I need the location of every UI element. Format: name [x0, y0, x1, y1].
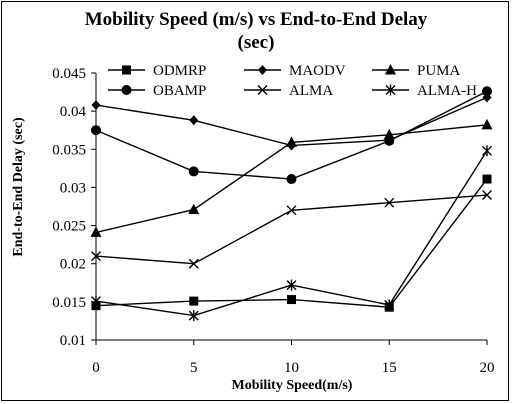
- x-axis-label: Mobility Speed(m/s): [232, 378, 353, 393]
- x-tick-label: 15: [382, 360, 397, 376]
- y-tick-label: 0.03: [60, 180, 86, 196]
- chart-title-line2: (sec): [237, 32, 275, 53]
- legend-item-odmrp: ODMRP: [108, 63, 206, 79]
- y-tick-label: 0.015: [52, 295, 86, 311]
- marker-stroke: [384, 197, 395, 208]
- data-point-alma-h: [482, 145, 492, 157]
- data-point-obamp: [482, 86, 492, 97]
- series-line-obamp: [95, 90, 488, 180]
- marker-stroke: [286, 205, 297, 216]
- chart-title: Mobility Speed (m/s) vs End-to-End Delay…: [0, 8, 512, 54]
- legend-item-alma-h: ALMA-H: [372, 83, 477, 99]
- y-tick-label: 0.04: [60, 104, 87, 120]
- data-point-obamp: [384, 135, 395, 146]
- data-point-puma: [383, 128, 395, 140]
- legend: ODMRP MAODV PUMA OBAMP ALMA ALMA-H: [108, 63, 477, 99]
- x-tick-label: 5: [190, 360, 198, 376]
- marker-stroke: [91, 251, 101, 262]
- legend-marker: [385, 64, 396, 75]
- x-tick-label: 20: [480, 360, 495, 376]
- marker-stroke: [482, 190, 492, 201]
- data-point-alma: [482, 190, 492, 201]
- data-point-alma-h: [188, 310, 199, 322]
- data-point-obamp: [188, 166, 199, 177]
- marker-stroke: [188, 258, 199, 269]
- legend-label: OBAMP: [153, 83, 206, 99]
- x-tick-label: 10: [284, 360, 299, 376]
- legend-item-obamp: OBAMP: [108, 83, 206, 99]
- legend-item-alma: ALMA: [244, 83, 333, 99]
- data-point-alma-h: [91, 295, 101, 307]
- data-point-odmrp: [482, 174, 492, 184]
- legend-marker: [257, 85, 268, 95]
- series-markers: [90, 86, 493, 322]
- series-line-alma: [95, 194, 488, 265]
- marker-stroke: [257, 85, 268, 95]
- legend-item-puma: PUMA: [372, 63, 461, 79]
- data-point-maodv: [91, 100, 101, 111]
- legend-label: ODMRP: [153, 63, 206, 79]
- legend-marker: [385, 84, 396, 96]
- data-point-puma: [188, 203, 200, 215]
- data-point-puma: [286, 136, 297, 147]
- y-tick-label: 0.035: [52, 142, 86, 158]
- x-tick-label: 0: [92, 360, 100, 376]
- y-tick-label: 0.01: [60, 333, 86, 349]
- legend-label: ALMA: [289, 83, 333, 99]
- data-point-alma: [286, 205, 297, 216]
- legend-marker: [121, 85, 132, 95]
- legend-item-maodv: MAODV: [244, 63, 346, 79]
- legend-marker: [258, 65, 267, 75]
- data-point-alma: [384, 197, 395, 208]
- data-point-alma: [91, 251, 101, 262]
- data-point-puma: [481, 118, 493, 130]
- y-axis-label: End-to-End Delay (sec): [11, 117, 26, 257]
- chart-title-line1: Mobility Speed (m/s) vs End-to-End Delay: [84, 9, 428, 30]
- x-tick-labels: 0 5 10 15 20: [92, 360, 494, 376]
- y-tick-label: 0.045: [52, 66, 86, 82]
- data-point-alma: [188, 258, 199, 269]
- data-point-obamp: [286, 174, 297, 185]
- legend-marker: [122, 65, 131, 75]
- data-point-puma: [90, 226, 102, 237]
- y-tick-label: 0.025: [52, 219, 86, 235]
- legend-label: ALMA-H: [417, 83, 477, 99]
- legend-label: MAODV: [289, 63, 346, 79]
- data-point-odmrp: [287, 295, 296, 305]
- data-point-odmrp: [189, 296, 199, 306]
- data-point-maodv: [189, 115, 199, 126]
- legend-label: PUMA: [417, 63, 461, 79]
- data-point-alma-h: [384, 299, 395, 311]
- data-point-alma-h: [286, 279, 297, 291]
- data-point-obamp: [91, 125, 101, 136]
- y-tick-labels: 0.01 0.015 0.02 0.025 0.03 0.035 0.04 0.045: [52, 66, 86, 349]
- y-tick-label: 0.02: [60, 257, 86, 273]
